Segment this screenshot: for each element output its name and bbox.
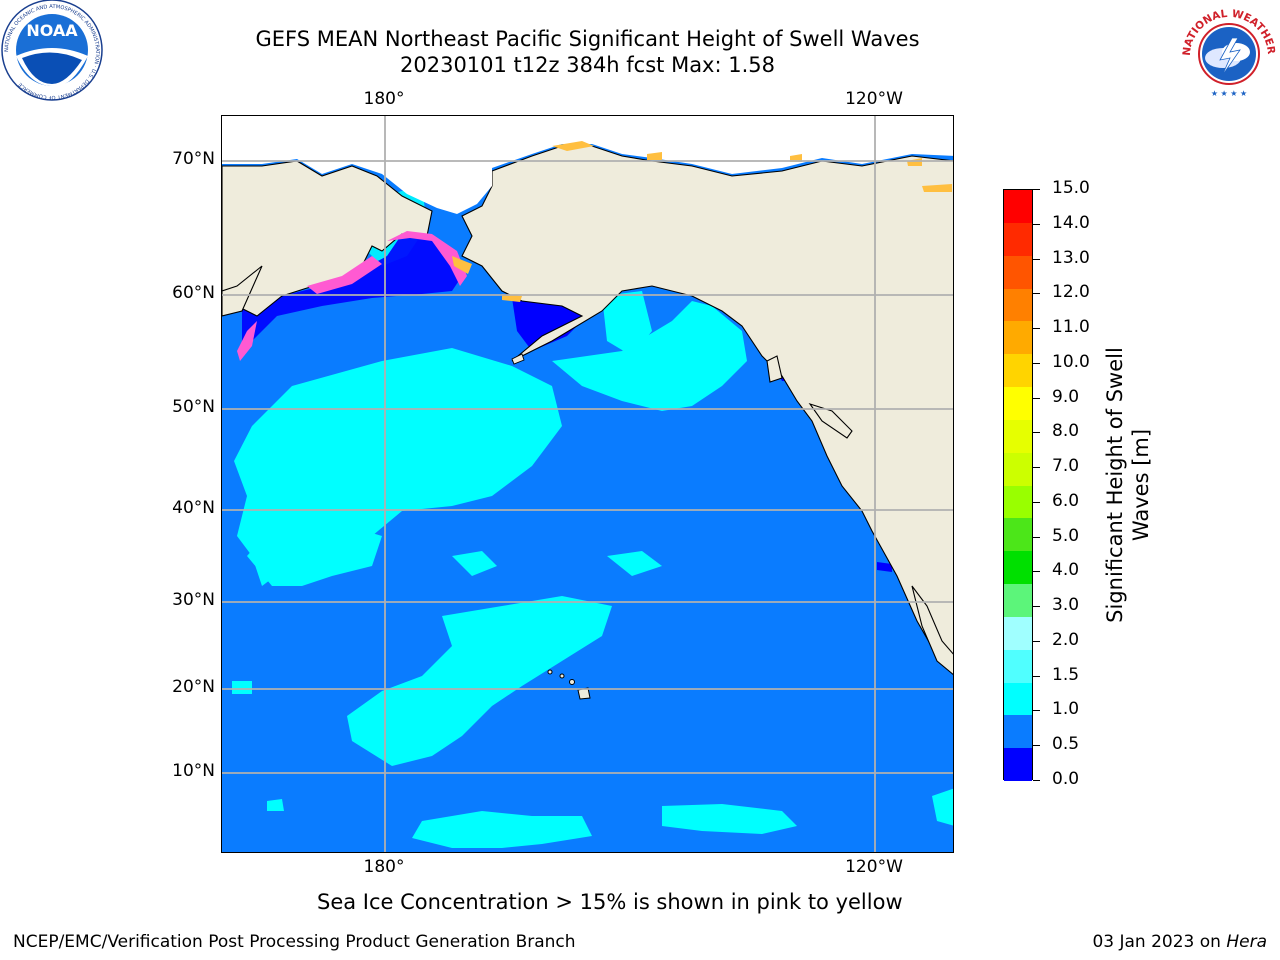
colorbar-segment (1004, 354, 1032, 388)
colorbar-tick-label: 14.0 (1052, 212, 1090, 233)
colorbar-tick-mark (1033, 675, 1040, 677)
swell-height-map (221, 115, 954, 853)
colorbar-tick-label: 11.0 (1052, 317, 1090, 338)
colorbar-tick-label: 12.0 (1052, 282, 1090, 303)
colorbar-tick-mark (1033, 189, 1040, 190)
colorbar-segment (1004, 682, 1032, 716)
sea-ice-note: Sea Ice Concentration > 15% is shown in … (317, 890, 903, 914)
colorbar-tick-mark (1033, 258, 1040, 260)
colorbar-tick-label: 3.0 (1052, 595, 1080, 616)
arctic-ice-free-area (222, 116, 953, 214)
lat-label-60n: 60°N (172, 283, 215, 303)
colorbar-segment (1004, 452, 1032, 486)
colorbar-tick-label: 1.5 (1052, 664, 1080, 685)
colorbar-tick-label: 1.0 (1052, 699, 1080, 720)
footer-date: 03 Jan 2023 on Hera (1092, 932, 1267, 952)
colorbar-segment (1004, 288, 1032, 322)
colorbar-label-line1: Significant Height of Swell (1103, 347, 1127, 623)
colorbar-segment (1004, 551, 1032, 585)
colorbar-tick-mark (1033, 328, 1040, 330)
lat-label-20n: 20°N (172, 677, 215, 697)
colorbar-tick-mark (1033, 536, 1040, 538)
colorbar-segment (1004, 649, 1032, 683)
footer-date-text: 03 Jan 2023 on (1092, 932, 1227, 952)
colorbar (1003, 189, 1033, 782)
colorbar-tick-label: 15.0 (1052, 178, 1090, 198)
colorbar-tick-mark (1033, 780, 1040, 781)
nws-logo: NATIONAL WEATHER SERVICE ★ ★ ★ ★ (1178, 2, 1277, 100)
colorbar-segment (1004, 222, 1032, 257)
footer-host: Hera (1226, 932, 1267, 952)
map-canvas (222, 116, 953, 852)
colorbar-tick-label: 0.5 (1052, 734, 1080, 755)
lon-label-top-180: 180° (363, 89, 405, 109)
colorbar-tick-label: 0.0 (1052, 769, 1080, 789)
colorbar-tick-label: 6.0 (1052, 490, 1080, 511)
colorbar-segment (1004, 419, 1032, 454)
colorbar-segment (1004, 485, 1032, 519)
colorbar-tick-mark (1033, 606, 1040, 608)
lat-label-40n: 40°N (172, 498, 215, 518)
footer-credit: NCEP/EMC/Verification Post Processing Pr… (13, 932, 576, 952)
colorbar-tick-label: 5.0 (1052, 525, 1080, 546)
colorbar-tick-mark (1033, 745, 1040, 747)
noaa-logo: NOAA NATIONAL OCEANIC AND ATMOSPHERIC AD… (1, 0, 103, 101)
colorbar-tick-mark (1033, 397, 1040, 399)
lon-label-bottom-120w: 120°W (845, 857, 903, 877)
colorbar-tick-mark (1033, 293, 1040, 295)
colorbar-tick-label: 4.0 (1052, 560, 1080, 581)
colorbar-tick-mark (1033, 362, 1040, 364)
colorbar-tick-mark (1033, 432, 1040, 434)
colorbar-tick-label: 10.0 (1052, 351, 1090, 372)
chart-title: GEFS MEAN Northeast Pacific Significant … (255, 27, 920, 51)
lat-label-50n: 50°N (172, 397, 215, 417)
colorbar-segment (1004, 584, 1032, 618)
colorbar-segment (1004, 190, 1032, 224)
lon-label-top-120w: 120°W (845, 89, 903, 109)
noaa-logo-text: NOAA (26, 21, 78, 40)
colorbar-tick-mark (1033, 571, 1040, 573)
hawaii-islands (547, 669, 591, 700)
lon-label-bottom-180: 180° (363, 857, 405, 877)
colorbar-tick-label: 13.0 (1052, 247, 1090, 268)
colorbar-tick-label: 7.0 (1052, 456, 1080, 477)
colorbar-tick-mark (1033, 467, 1040, 469)
sea-ice-edge (452, 141, 952, 302)
colorbar-tick-mark (1033, 501, 1040, 503)
lat-label-30n: 30°N (172, 590, 215, 610)
colorbar-tick-label: 8.0 (1052, 421, 1080, 442)
colorbar-tick-mark (1033, 223, 1040, 225)
colorbar-tick-mark (1033, 710, 1040, 712)
graticule (222, 116, 953, 852)
colorbar-label-line2: Waves [m] (1129, 428, 1153, 542)
colorbar-segment (1004, 387, 1032, 421)
lat-label-10n: 10°N (172, 761, 215, 781)
colorbar-segment (1004, 748, 1032, 782)
colorbar-segment (1004, 518, 1032, 552)
colorbar-tick-label: 2.0 (1052, 629, 1080, 650)
colorbar-segment (1004, 255, 1032, 289)
colorbar-segment (1004, 321, 1032, 355)
chart-subtitle: 20230101 t12z 384h fcst Max: 1.58 (400, 53, 775, 77)
colorbar-tick-label: 9.0 (1052, 386, 1080, 407)
colorbar-segment (1004, 715, 1032, 749)
nws-stars-icon: ★ ★ ★ ★ (1211, 89, 1247, 98)
colorbar-label: Significant Height of Swell Waves [m] (1102, 325, 1154, 645)
lat-label-70n: 70°N (172, 149, 215, 169)
colorbar-segment (1004, 616, 1032, 651)
sea-ice-fringe (237, 231, 467, 361)
colorbar-tick-mark (1033, 640, 1040, 642)
